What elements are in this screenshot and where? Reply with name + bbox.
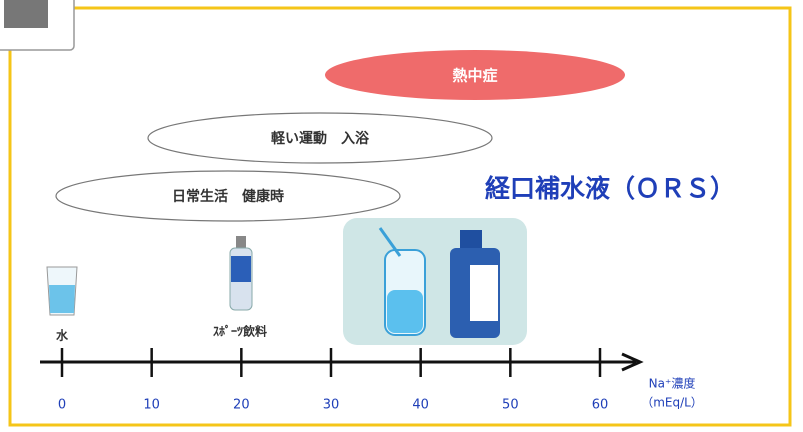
bottle-label [470,265,498,321]
ellipse-label: 日常生活 健康時 [172,188,284,205]
tick-label: 40 [412,398,429,413]
item-label: ｽﾎﾟｰﾂ飲料 [213,324,267,339]
tick-label: 10 [143,398,160,413]
tick-label: 60 [592,398,609,413]
daily-ellipse [55,170,401,222]
title: 経口補水液（ＯＲＳ） [485,174,735,203]
sports-bottle-label [231,256,251,282]
straw [378,227,402,257]
axis-unit: （mEq/L） [641,396,703,410]
tick-label: 30 [323,398,340,413]
ellipse-label: 軽い運動 入浴 [271,130,370,147]
bottle-cap [460,230,482,248]
tick-label: 20 [233,398,250,413]
axis-label: Na⁺濃度 [649,376,696,391]
sports-bottle-cap [236,236,246,248]
axis-arrow [621,352,644,372]
corner-image-content [4,0,48,28]
exercise-ellipse [147,112,493,164]
cup-liquid [387,290,423,333]
tick-label: 50 [502,398,519,413]
ellipse-label: 熱中症 [452,67,497,85]
item-label: 水 [56,328,69,343]
tick-label: 0 [58,398,66,413]
heatstroke-ellipse [325,50,625,100]
glass-water [49,285,75,313]
